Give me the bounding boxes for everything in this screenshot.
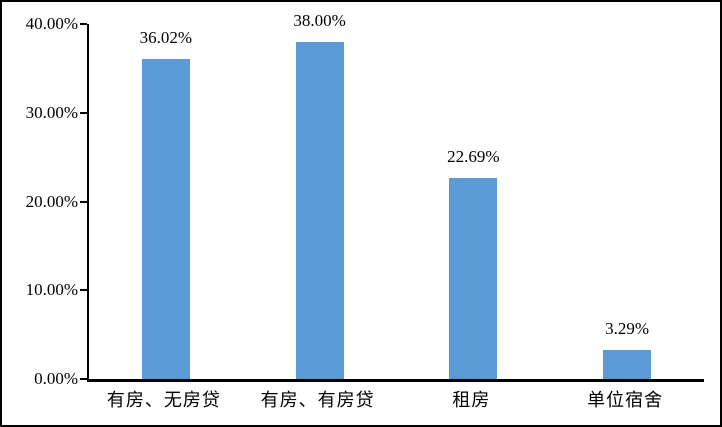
plot-area: 36.02% 38.00% 22.69% 3.29% (80, 11, 704, 382)
category-label: 有房、无房贷 (106, 390, 221, 410)
bar (449, 177, 498, 379)
y-tick-label: 30.00% (25, 102, 78, 122)
y-tick-label: 40.00% (25, 14, 78, 33)
y-tick-mark (80, 23, 87, 25)
y-tick-label: 10.00% (25, 280, 78, 300)
y-tick-label: 20.00% (25, 191, 78, 211)
category-label: 单位宿舍 (587, 390, 664, 410)
y-tick-mark (80, 200, 87, 203)
y-tick-mark (80, 378, 87, 380)
bar-data-label: 3.29% (605, 318, 650, 338)
category-label: 租房 (452, 390, 491, 410)
y-tick-label: 0.00% (34, 369, 78, 388)
bar (141, 59, 190, 379)
y-tick-mark (80, 111, 87, 114)
category-label: 有房、有房贷 (260, 390, 375, 410)
bar (295, 41, 344, 379)
bar-data-label: 36.02% (139, 28, 193, 48)
bar (603, 349, 652, 379)
bar-data-label: 38.00% (293, 10, 346, 30)
y-tick-mark (80, 289, 87, 292)
bar-data-label: 22.69% (447, 146, 500, 166)
